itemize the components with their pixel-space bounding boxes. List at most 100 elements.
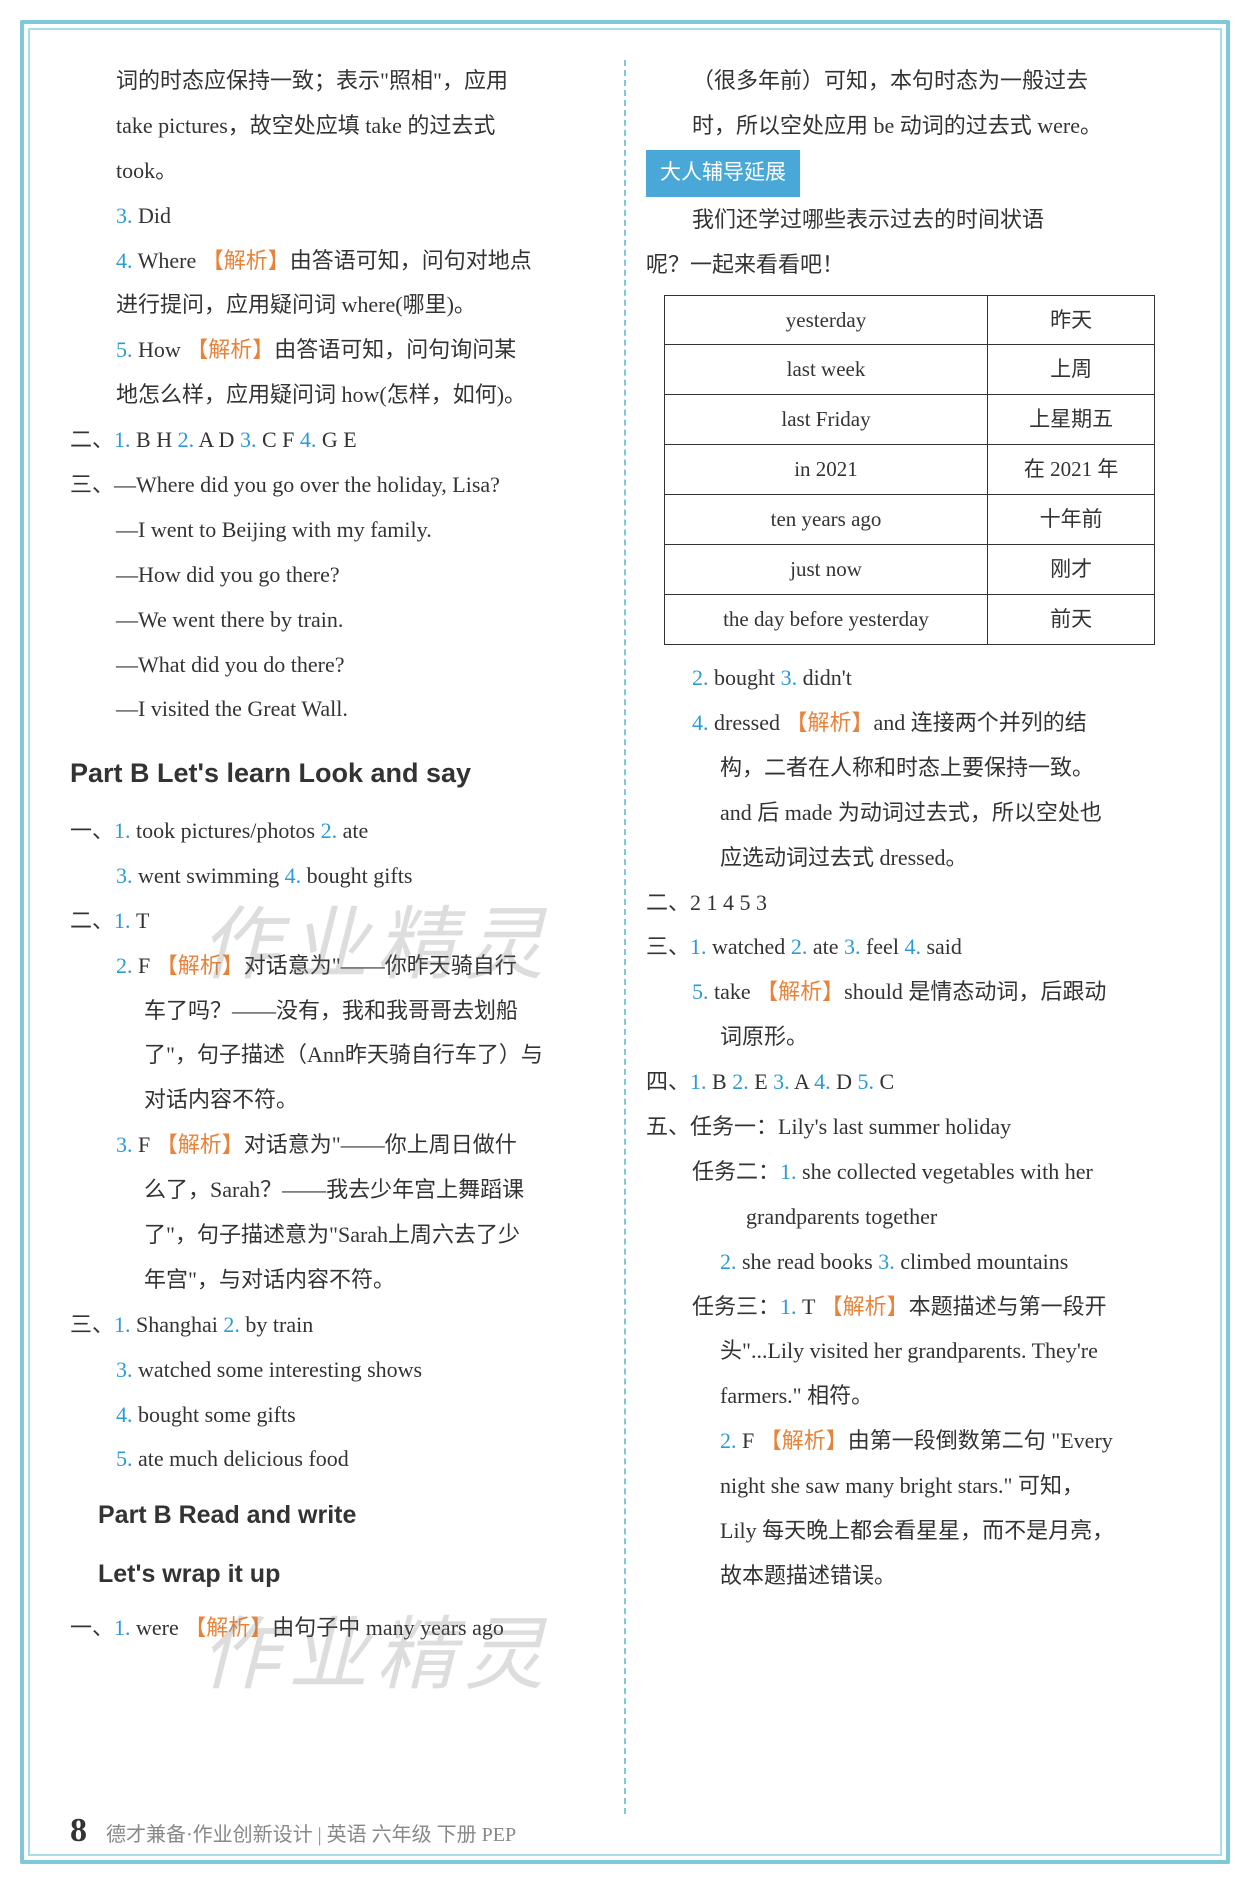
answer-text: said (926, 934, 961, 959)
item-number: 3. (773, 1069, 790, 1094)
item-number: 3. (240, 427, 257, 452)
item-number: 4. (814, 1069, 831, 1094)
analysis-text: 由答语可知，问句询问某 (274, 337, 516, 362)
answer-line: 三、1. watched 2. ate 3. feel 4. said (646, 926, 1180, 969)
answer-text: Shanghai (136, 1312, 218, 1337)
item-number: 4. (116, 1402, 133, 1427)
text-line: 进行提问，应用疑问词 where(哪里)。 (70, 284, 604, 327)
item-number: 3. (116, 203, 133, 228)
analysis-tag: 【解析】 (202, 248, 290, 273)
answer-text: F (138, 1132, 150, 1157)
item-number: 2. (732, 1069, 749, 1094)
answer-line: 4. Where 【解析】由答语可知，问句对地点 (70, 240, 604, 283)
item-number: 5. (692, 979, 709, 1004)
answer-text: A D (198, 427, 234, 452)
answer-text: take (714, 979, 751, 1004)
analysis-text: 对话意为"——你昨天骑自行 (244, 953, 517, 978)
column-divider (624, 60, 626, 1814)
item-number: 2. (223, 1312, 240, 1337)
item-number: 3. (844, 934, 861, 959)
answer-line: 三、1. Shanghai 2. by train (70, 1304, 604, 1347)
analysis-text: 由句子中 many years ago (272, 1615, 504, 1640)
analysis-tag: 【解析】 (760, 1428, 848, 1453)
section-label: 一、 (70, 1615, 114, 1640)
answer-text: Where (138, 248, 197, 273)
item-number: 1. (780, 1159, 797, 1184)
section-label: 五、 (646, 1114, 690, 1139)
answer-text: watched (712, 934, 785, 959)
text-line: 了"，句子描述意为"Sarah上周六去了少 (70, 1214, 604, 1257)
answer-text: took pictures/photos (136, 818, 315, 843)
answer-text: bought gifts (307, 863, 413, 888)
answer-text: G E (322, 427, 357, 452)
answer-text: dressed (714, 710, 780, 735)
analysis-text: 本题描述与第一段开 (909, 1294, 1107, 1319)
part-heading: Part B Let's learn Look and say (70, 747, 604, 800)
analysis-tag: 【解析】 (785, 710, 873, 735)
analysis-text: 由第一段倒数第二句 "Every (848, 1428, 1113, 1453)
dialogue-line: —What did you do there? (70, 644, 604, 687)
analysis-tag: 【解析】 (156, 953, 244, 978)
item-number: 3. (116, 1357, 133, 1382)
answer-text: F (138, 953, 150, 978)
table-cell: 上星期五 (988, 395, 1155, 445)
item-number: 1. (690, 934, 707, 959)
text-line: 年宫"，与对话内容不符。 (70, 1259, 604, 1302)
guide-heading: 大人辅导延展 (646, 150, 1180, 197)
answer-text: Did (138, 203, 171, 228)
analysis-text: should 是情态动词，后跟动 (844, 979, 1106, 1004)
text-line: night she saw many bright stars." 可知， (646, 1465, 1180, 1508)
part-heading: Part B Read and write (98, 1491, 604, 1540)
answer-text: F (742, 1428, 754, 1453)
table-row: yesterday昨天 (665, 295, 1155, 345)
item-number: 1. (690, 1069, 707, 1094)
text-line: 词原形。 (646, 1016, 1180, 1059)
answer-line: 4. bought some gifts (70, 1394, 604, 1437)
answer-text: feel (866, 934, 899, 959)
item-number: 2. (116, 953, 133, 978)
table-cell: 刚才 (988, 545, 1155, 595)
answer-text: B (712, 1069, 727, 1094)
dialogue-line: —I visited the Great Wall. (70, 688, 604, 731)
part-subheading: Let's wrap it up (98, 1550, 604, 1599)
table-cell: 十年前 (988, 495, 1155, 545)
task-label: 任务二： (692, 1159, 780, 1184)
main-content: 词的时态应保持一致；表示"照相"，应用 take pictures，故空处应填 … (70, 60, 1180, 1814)
item-number: 5. (116, 337, 133, 362)
table-cell: the day before yesterday (665, 595, 988, 645)
answer-text: ate (343, 818, 369, 843)
table-row: just now刚才 (665, 545, 1155, 595)
table-cell: last Friday (665, 395, 988, 445)
section-label: 二、 (70, 427, 114, 452)
answer-text: ate much delicious food (138, 1446, 349, 1471)
item-number: 2. (178, 427, 195, 452)
answer-text: A (794, 1069, 809, 1094)
dialogue-line: —I went to Beijing with my family. (70, 509, 604, 552)
item-number: 1. (114, 427, 131, 452)
item-number: 4. (116, 248, 133, 273)
item-number: 1. (780, 1294, 797, 1319)
table-cell: 昨天 (988, 295, 1155, 345)
answer-text: T (802, 1294, 815, 1319)
text-line: Lily 每天晚上都会看星星，而不是月亮， (646, 1510, 1180, 1553)
item-number: 2. (692, 665, 709, 690)
answer-line: 3. Did (70, 195, 604, 238)
text-line: 地怎么样，应用疑问词 how(怎样，如何)。 (70, 374, 604, 417)
item-number: 4. (692, 710, 709, 735)
answer-text: T (136, 908, 149, 933)
answer-text: didn't (803, 665, 852, 690)
page-footer: 8 德才兼备·作业创新设计 | 英语 六年级 下册 PEP (70, 1812, 516, 1850)
item-number: 5. (858, 1069, 875, 1094)
table-row: last Friday上星期五 (665, 395, 1155, 445)
analysis-tag: 【解析】 (156, 1132, 244, 1157)
analysis-tag: 【解析】 (821, 1294, 909, 1319)
analysis-tag: 【解析】 (186, 337, 274, 362)
item-number: 2. (791, 934, 808, 959)
text-line: 应选动词过去式 dressed。 (646, 837, 1180, 880)
answer-text: 2 1 4 5 3 (690, 890, 767, 915)
text-line: 呢？一起来看看吧！ (646, 244, 1180, 287)
answer-text: by train (245, 1312, 313, 1337)
answer-line: 2. F 【解析】对话意为"——你昨天骑自行 (70, 945, 604, 988)
table-row: ten years ago十年前 (665, 495, 1155, 545)
table-row: last week上周 (665, 345, 1155, 395)
